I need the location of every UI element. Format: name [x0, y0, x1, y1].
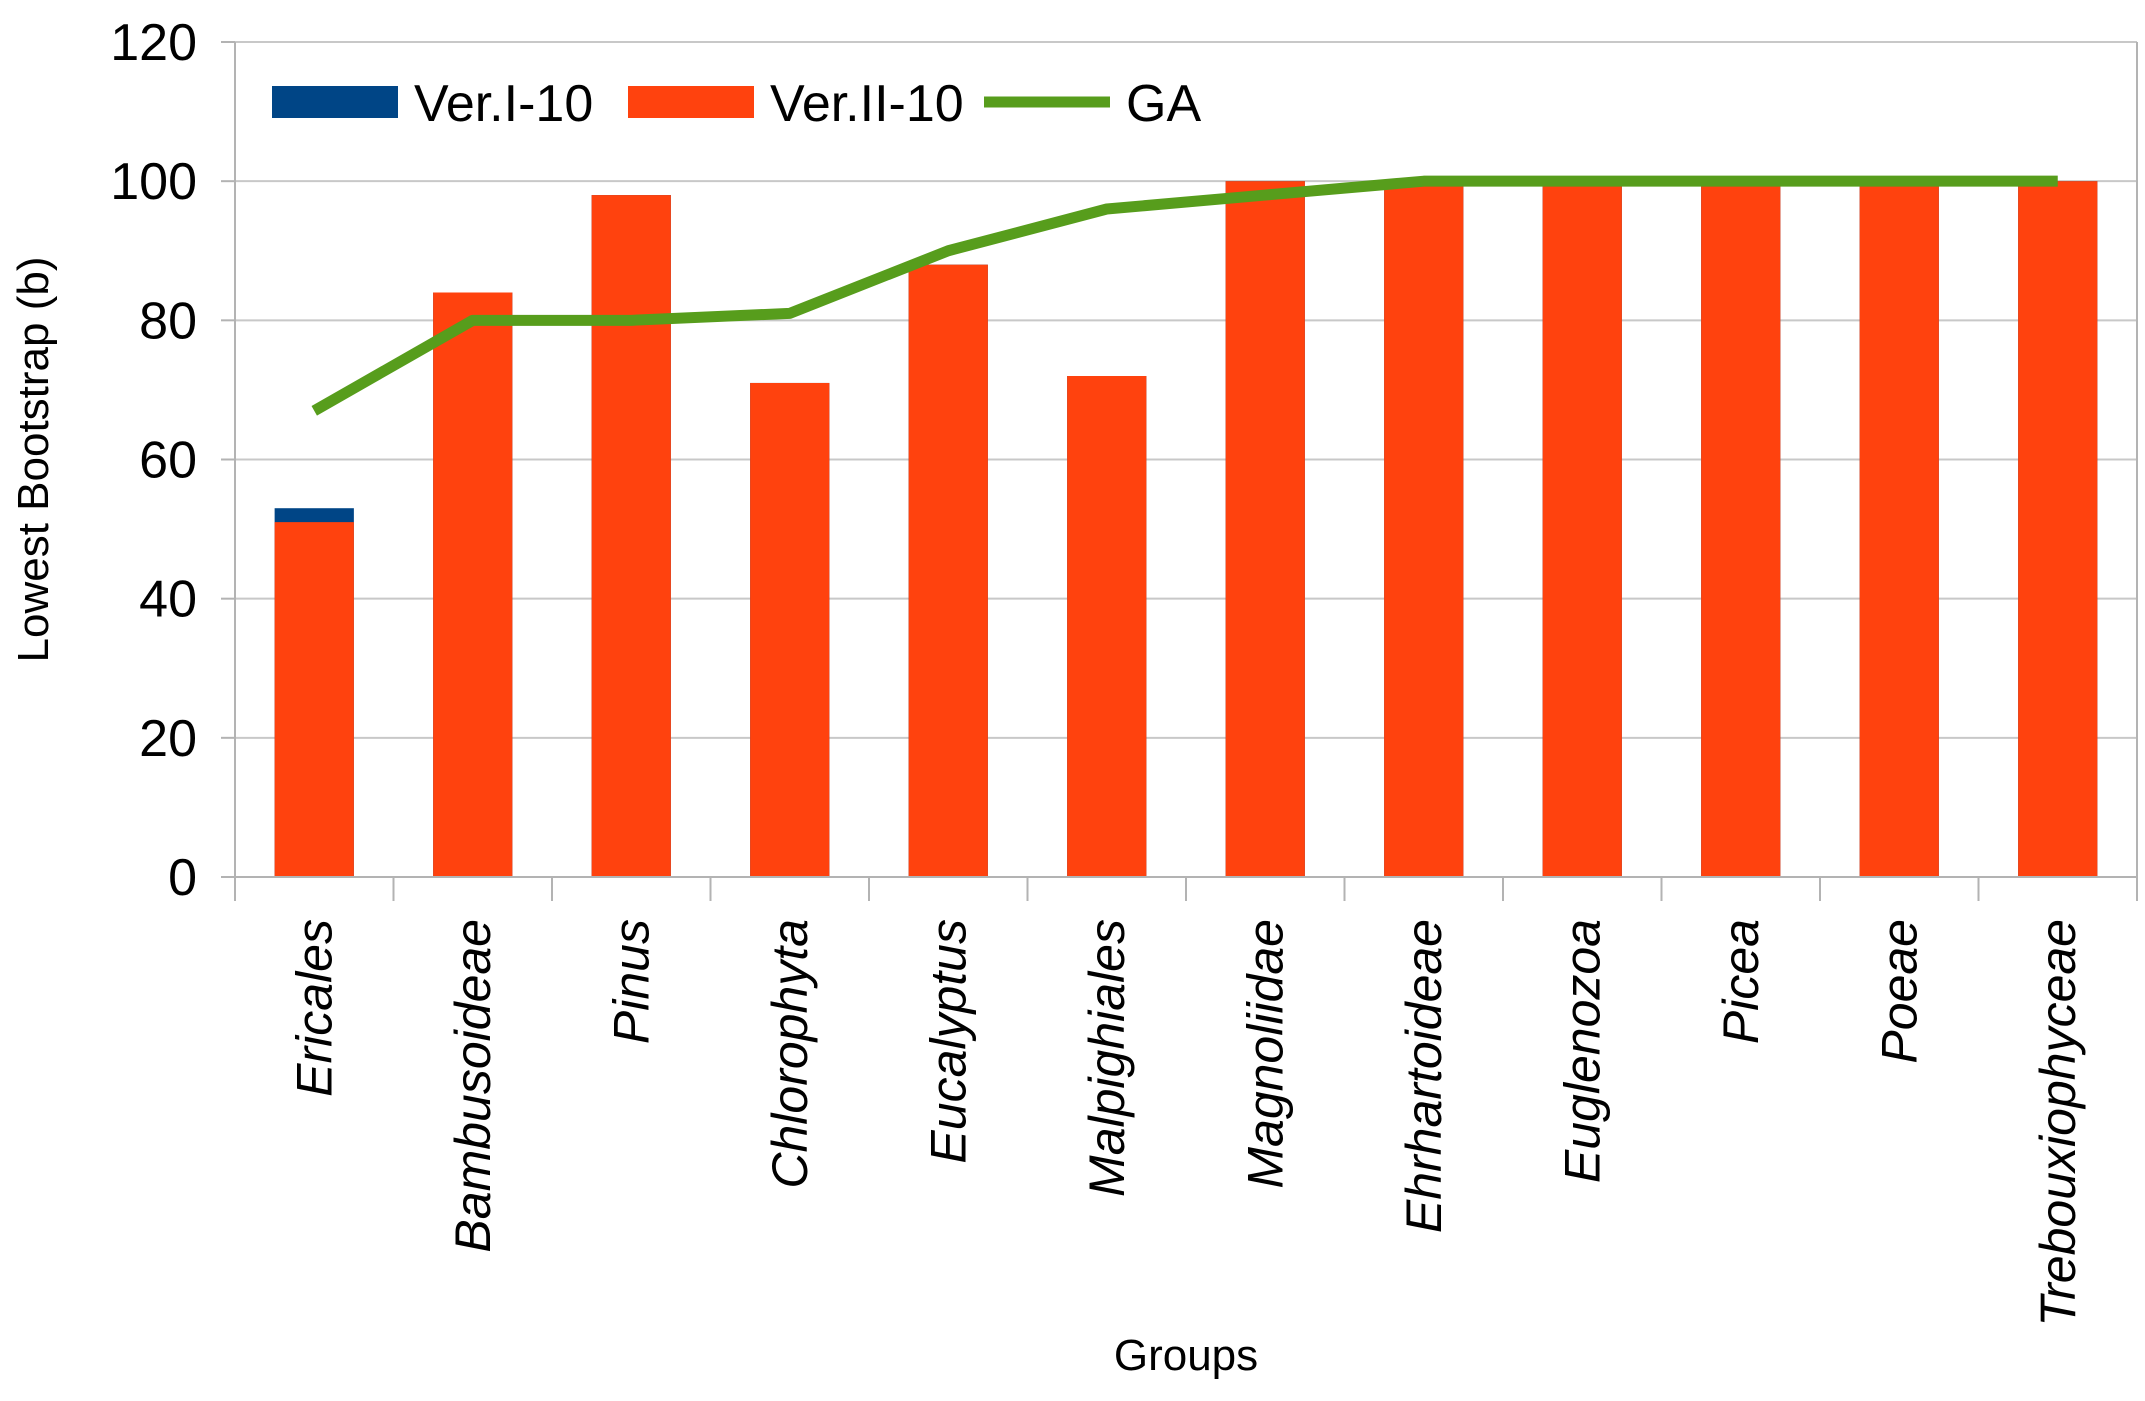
bar-ver-ii-10-ericales [274, 522, 354, 877]
x-tick-label-bambusoideae: Bambusoideae [445, 919, 501, 1253]
x-axis-label: Groups [1114, 1331, 1258, 1380]
x-tick-label-eucalyptus: Eucalyptus [920, 919, 976, 1164]
y-tick-label-60: 60 [139, 432, 197, 490]
y-axis-label: Lowest Bootstrap (b) [9, 257, 58, 663]
x-tick-label-poeae: Poeae [1871, 919, 1927, 1064]
bars [274, 181, 2098, 878]
bar-ver-ii-10-picea [1701, 181, 1781, 877]
bar-ver-ii-10-euglenozoa [1542, 181, 1622, 877]
x-tick-label-ericales: Ericales [286, 919, 342, 1097]
y-tick-label-20: 20 [139, 710, 197, 768]
y-tick-label-120: 120 [110, 14, 197, 72]
bar-ver-ii-10-chlorophyta [750, 382, 830, 877]
bar-ver-ii-10-magnoliidae [1225, 181, 1305, 877]
x-tick-label-picea: Picea [1713, 919, 1769, 1044]
series-line-ga [311, 175, 2058, 416]
bar-ver-ii-10-ehrhartoideae [1384, 181, 1464, 877]
bar-ver-ii-10-malpighiales [1067, 376, 1147, 877]
y-tick-label-0: 0 [168, 849, 197, 907]
ga-line-group [311, 175, 2058, 416]
legend: Ver.I-10 Ver.II-10 GA [272, 75, 1201, 133]
x-tick-label-euglenozoa: Euglenozoa [1554, 919, 1610, 1183]
grid-lines [235, 41, 2137, 739]
legend-swatch-ver-i-10 [272, 86, 398, 118]
y-tick-labels: 0 20 40 60 80 100 120 [110, 14, 197, 907]
x-tick-label-chlorophyta: Chlorophyta [762, 919, 818, 1189]
x-tick-labels: Ericales Bambusoideae Pinus Chlorophyta Euca… [286, 919, 2086, 1327]
legend-label-ga: GA [1126, 75, 1201, 133]
bar-ver-ii-10-bambusoideae [433, 292, 513, 877]
x-tick-label-malpighiales: Malpighiales [1079, 919, 1135, 1197]
bar-ver-ii-10-pinus [591, 195, 671, 878]
bar-ver-ii-10-trebouxiophyceae [2018, 181, 2098, 877]
legend-label-ver-ii-10: Ver.II-10 [770, 75, 964, 133]
y-tick-label-40: 40 [139, 571, 197, 629]
bar-ver-ii-10-eucalyptus [908, 264, 988, 878]
legend-swatch-ver-ii-10 [628, 86, 754, 118]
legend-label-ver-i-10: Ver.I-10 [414, 75, 593, 133]
x-tick-label-trebouxiophyceae: Trebouxiophyceae [2030, 919, 2086, 1327]
x-tick-label-pinus: Pinus [603, 919, 659, 1044]
y-tick-label-80: 80 [139, 292, 197, 350]
y-tick-label-100: 100 [110, 153, 197, 211]
x-tick-label-magnoliidae: Magnoliidae [1237, 919, 1293, 1189]
bar-ver-ii-10-poeae [1859, 181, 1939, 877]
axes [221, 41, 2138, 901]
x-tick-label-ehrhartoideae: Ehrhartoideae [1396, 919, 1452, 1233]
